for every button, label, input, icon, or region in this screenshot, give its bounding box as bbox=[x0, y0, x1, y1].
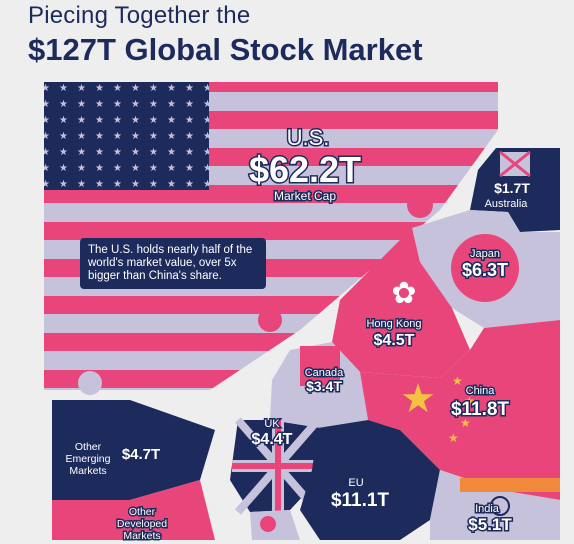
eu-piece bbox=[300, 420, 440, 540]
us-note: The U.S. holds nearly half of the world'… bbox=[80, 238, 266, 289]
japan-value: $6.3T bbox=[462, 260, 508, 280]
eu-label: EU bbox=[348, 477, 363, 489]
uk-value: $4.4T bbox=[252, 431, 293, 448]
other-emerging-piece bbox=[52, 400, 215, 500]
australia-label: Australia bbox=[485, 198, 529, 210]
china-value: $11.8T bbox=[451, 399, 509, 420]
australia-value: $1.7T bbox=[494, 180, 530, 196]
us-caption: Market Cap bbox=[274, 189, 336, 203]
uk-label: UK bbox=[264, 418, 280, 430]
svg-text:★: ★ bbox=[452, 374, 463, 388]
australia-piece bbox=[470, 148, 560, 232]
other-emerging-label-3: Markets bbox=[69, 465, 106, 477]
other-emerging-label-2: Emerging bbox=[66, 453, 111, 465]
other-emerging-label-1: Other bbox=[75, 441, 102, 453]
china-piece: ★ ★ ★ ★ ★ bbox=[360, 320, 560, 500]
canada-piece bbox=[270, 342, 368, 428]
svg-text:★: ★ bbox=[400, 376, 436, 422]
india-value: $5.1T bbox=[468, 515, 512, 534]
other-emerging-value: $4.7T bbox=[122, 446, 160, 463]
japan-label: Japan bbox=[470, 248, 500, 260]
svg-text:★: ★ bbox=[464, 394, 475, 408]
svg-text:✿: ✿ bbox=[391, 276, 416, 311]
other-developed-label-3: Markets bbox=[123, 530, 160, 542]
us-value: $62.2T bbox=[249, 149, 361, 190]
svg-text:★: ★ bbox=[460, 416, 471, 430]
page-title: $127T Global Stock Market bbox=[28, 32, 423, 67]
china-label: China bbox=[466, 385, 496, 397]
us-name: U.S. bbox=[287, 125, 330, 150]
india-piece bbox=[430, 470, 560, 540]
hong-kong-label: Hong Kong bbox=[366, 318, 421, 330]
hong-kong-value: $4.5T bbox=[374, 332, 415, 349]
header: Piecing Together the $127T Global Stock … bbox=[28, 2, 568, 68]
canada-value: $3.4T bbox=[306, 378, 342, 394]
subtitle: Piecing Together the bbox=[28, 2, 251, 29]
other-developed-label-1: Other bbox=[129, 506, 156, 518]
uk-piece bbox=[230, 417, 322, 515]
hong-kong-piece: ✿ bbox=[332, 228, 470, 378]
us-piece bbox=[44, 82, 498, 395]
india-label: India bbox=[475, 503, 500, 515]
eu-value: $11.1T bbox=[331, 490, 389, 511]
singapore-piece bbox=[250, 510, 300, 540]
other-developed-piece bbox=[52, 480, 215, 540]
other-developed-label-2: Developed bbox=[117, 518, 167, 530]
svg-text:★: ★ bbox=[448, 431, 459, 445]
canada-label: Canada bbox=[305, 367, 344, 379]
japan-piece bbox=[412, 210, 560, 328]
